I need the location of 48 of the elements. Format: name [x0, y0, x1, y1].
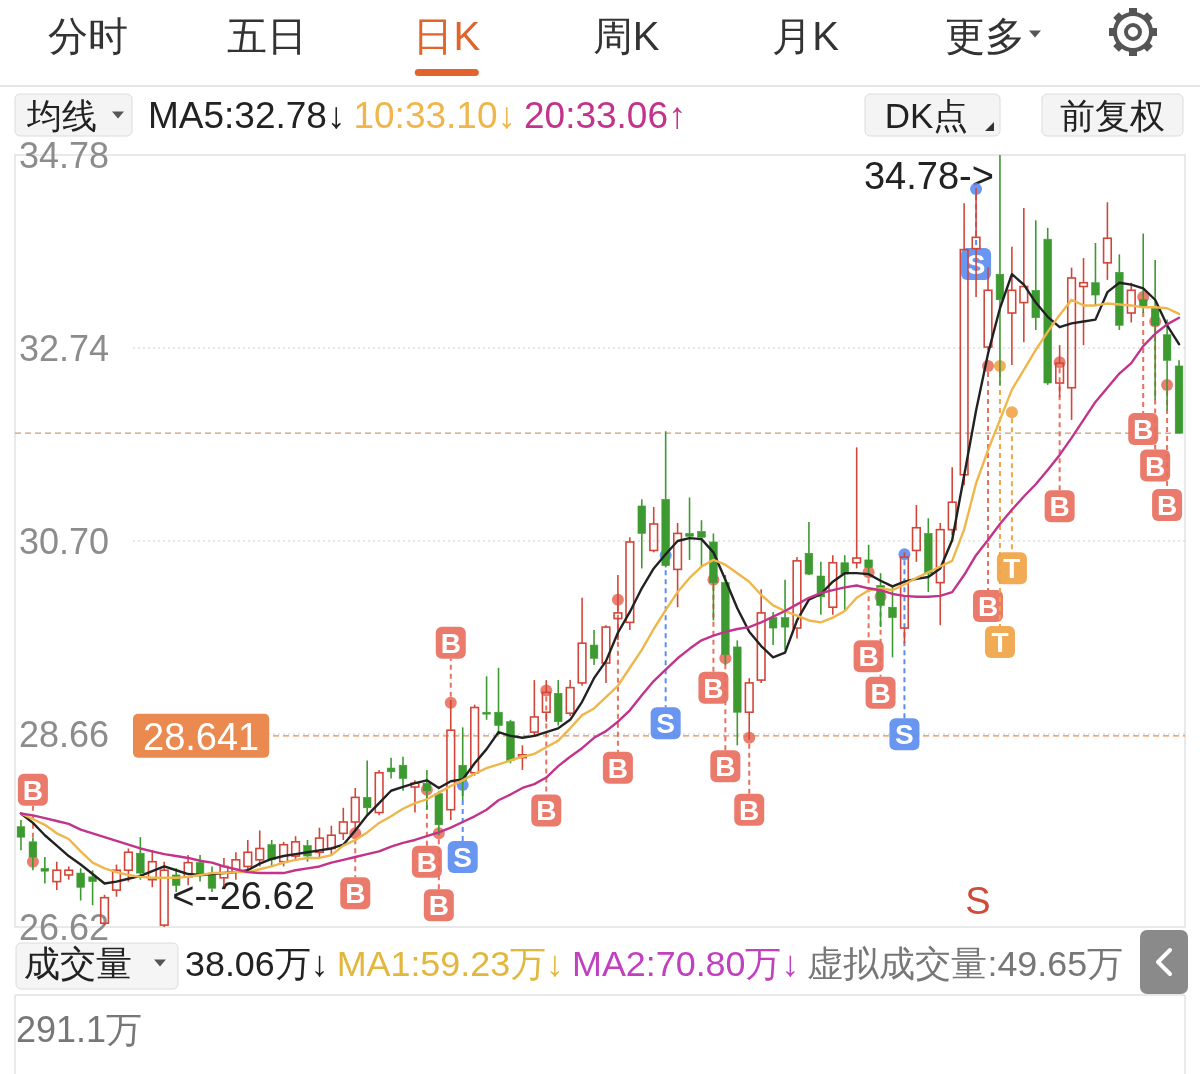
data-label: B — [977, 590, 999, 622]
text: 周K — [592, 14, 660, 58]
y-tick-label: 32.74 — [19, 328, 110, 369]
data-label: B — [1156, 489, 1178, 521]
text: 均线 — [26, 96, 97, 135]
text: 20:33.06↑ — [523, 95, 687, 136]
text: 分时 — [48, 14, 128, 58]
text: 五日 — [227, 14, 308, 58]
y-tick-label: 34.78 — [19, 135, 110, 176]
data-label: B — [607, 752, 629, 784]
data-label: B — [858, 641, 879, 673]
data-label: B — [1133, 413, 1154, 445]
data-label: B — [440, 627, 461, 659]
text: MA2:70.80万↓ — [572, 944, 800, 984]
text: MA5:32.78↓ — [148, 95, 346, 136]
y-tick-label: 28.66 — [19, 714, 110, 755]
data-label: B — [416, 846, 437, 878]
data-label: T — [1003, 553, 1021, 585]
text: 291.1万 — [16, 1009, 143, 1050]
text: 月K — [772, 14, 840, 58]
y-tick-label: 30.70 — [19, 521, 110, 562]
data-label: B — [345, 878, 366, 910]
ref-line-label: 28.641 — [143, 715, 260, 758]
annotation: <--26.62 — [172, 875, 315, 917]
text: DK点 — [884, 96, 969, 135]
text: 38.06万↓ — [185, 944, 329, 984]
data-label: B — [22, 774, 44, 806]
text: 10:33.10↓ — [353, 95, 516, 136]
data-label: S — [453, 842, 473, 874]
data-label: B — [1145, 450, 1166, 482]
data-label: B — [703, 672, 724, 704]
data-label: B — [428, 890, 449, 922]
data-label: B — [536, 795, 557, 827]
text: 日K — [413, 14, 481, 58]
data-label: B — [739, 794, 760, 826]
text: MA1:59.23万↓ — [336, 944, 565, 984]
text: 成交量 — [24, 943, 132, 984]
data-label: S — [656, 708, 676, 740]
data-label: B — [715, 751, 736, 783]
data-label: T — [991, 626, 1009, 658]
annotation: S — [965, 880, 991, 922]
data-label: B — [870, 677, 891, 709]
data-label: S — [895, 719, 914, 751]
data-label: B — [1049, 491, 1070, 523]
text: 更多 — [945, 14, 1025, 58]
annotation: 34.78-> — [864, 155, 994, 197]
text: 虚拟成交量:49.65万 — [807, 944, 1124, 984]
text: 前复权 — [1060, 96, 1165, 135]
